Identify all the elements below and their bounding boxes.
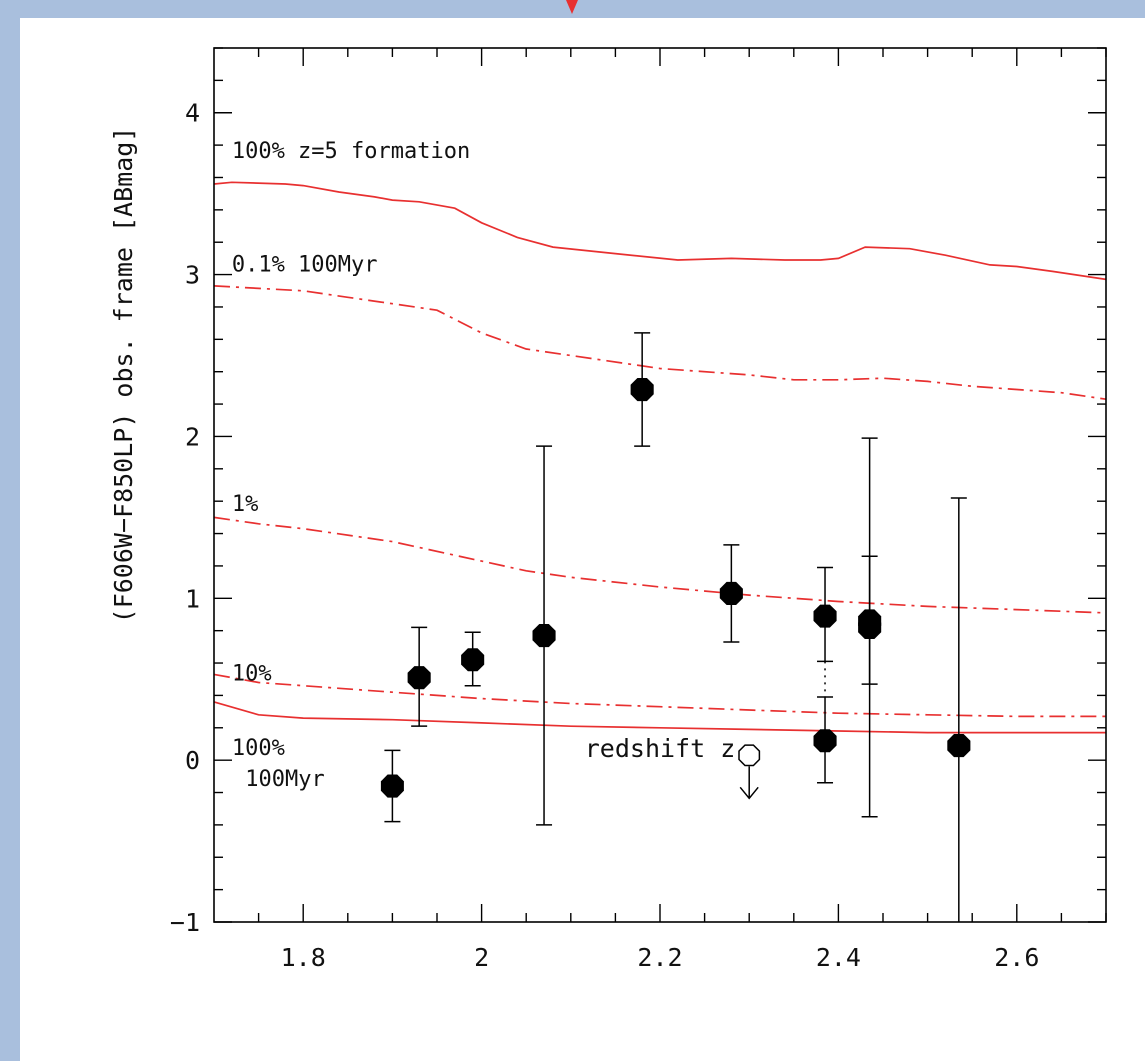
y-tick-label: 0	[185, 746, 200, 775]
model-annotation-4: 100%	[232, 736, 285, 761]
x-tick-label: 2	[474, 943, 489, 972]
data-point-5	[719, 581, 743, 605]
data-point-1	[407, 666, 431, 690]
tick-labels: 1.8 2 2.2 2.4 2.6 −1 0 1 2 3 4	[170, 99, 1039, 972]
model-curve-4	[213, 701, 1106, 734]
model-annotation-5: 100Myr	[245, 767, 324, 792]
data-point-2	[461, 648, 485, 672]
model-curves	[213, 181, 1107, 734]
plot-frame	[213, 47, 1107, 923]
y-tick-label: 3	[185, 261, 200, 290]
data-points	[380, 332, 971, 922]
upper-limit-arrow-0	[739, 786, 759, 800]
data-point-4	[630, 378, 654, 402]
data-point-3	[532, 624, 556, 648]
model-curve-1	[213, 285, 1107, 401]
model-curve-3	[213, 673, 1106, 718]
upper-limit-marker-0	[738, 744, 761, 767]
x-axis-label: redshift z	[585, 734, 736, 763]
data-point-9	[858, 615, 882, 639]
top-marker	[566, 0, 578, 14]
y-axis-label: (F606W−F850LP) obs. frame [ABmag]	[109, 127, 138, 624]
x-tick-label: 1.8	[281, 943, 326, 972]
model-curve-0	[213, 181, 1107, 281]
model-annotation-0: 100% z=5 formation	[232, 139, 470, 164]
model-annotation-3: 10%	[232, 662, 272, 687]
y-tick-label: 4	[185, 99, 200, 128]
model-curve-2	[213, 516, 1107, 614]
data-point-7	[813, 729, 837, 753]
figure-panel	[20, 18, 1145, 1061]
data-point-0	[380, 774, 404, 798]
y-tick-label: 2	[185, 422, 200, 451]
x-tick-label: 2.6	[994, 943, 1039, 972]
plot-border	[213, 47, 1107, 923]
x-tick-label: 2.2	[637, 943, 682, 972]
x-tick-label: 2.4	[816, 943, 861, 972]
axis-ticks	[214, 47, 1107, 923]
y-tick-label: −1	[170, 908, 200, 937]
data-point-10	[947, 734, 971, 758]
y-tick-label: 1	[185, 584, 200, 613]
model-annotation-2: 1%	[232, 492, 259, 517]
data-point-6	[813, 604, 837, 628]
model-annotations: 100% z=5 formation 0.1% 100Myr 1% 10% 100% 10…	[232, 139, 470, 792]
model-annotation-1: 0.1% 100Myr	[232, 252, 378, 277]
